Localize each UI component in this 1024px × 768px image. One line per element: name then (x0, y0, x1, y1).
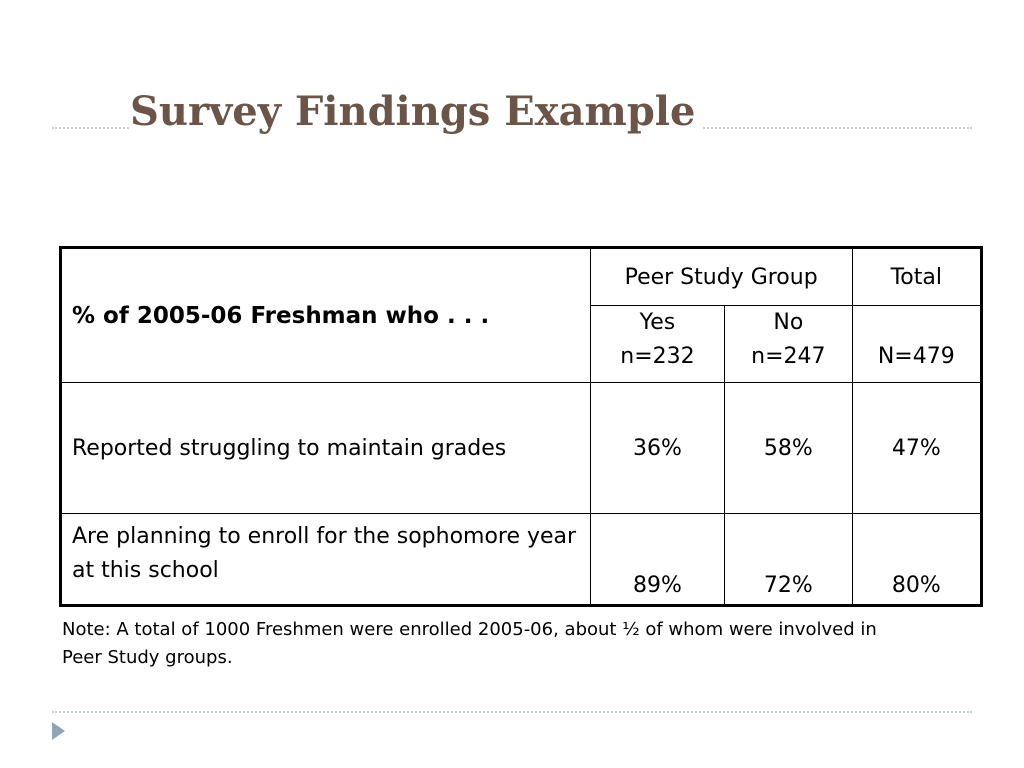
total-label (853, 306, 980, 340)
yes-subheader: Yes n=232 (589, 305, 726, 383)
no-subheader: No n=247 (724, 305, 853, 383)
total-value: 47% (851, 382, 983, 514)
no-count: n=247 (751, 344, 826, 369)
findings-table: % of 2005-06 Freshman who . . . Peer Stu… (59, 246, 983, 607)
no-value: 58% (724, 382, 853, 514)
slide-title: Survey Findings Example (130, 88, 702, 135)
total-value: 80% (851, 513, 983, 606)
total-subheader: N=479 (851, 305, 983, 383)
yes-count: n=232 (620, 344, 695, 369)
footnote: Note: A total of 1000 Freshmen were enro… (62, 619, 877, 668)
yes-value: 36% (589, 382, 726, 514)
peer-study-group-header: Peer Study Group (589, 247, 853, 306)
yes-value: 89% (589, 513, 726, 606)
triangle-bullet-icon (52, 722, 65, 740)
row-label: Reported struggling to maintain grades (60, 382, 591, 514)
total-count: N=479 (877, 344, 955, 369)
bottom-divider (52, 711, 972, 713)
table-row: Are planning to enroll for the sophomore… (60, 513, 983, 606)
table-row: Reported struggling to maintain grades 3… (60, 382, 983, 514)
no-label: No (773, 310, 804, 335)
no-value: 72% (724, 513, 853, 606)
yes-label: Yes (639, 310, 676, 335)
row-label: Are planning to enroll for the sophomore… (60, 513, 591, 606)
total-header: Total (851, 247, 983, 306)
row-header-cell: % of 2005-06 Freshman who . . . (60, 247, 591, 383)
